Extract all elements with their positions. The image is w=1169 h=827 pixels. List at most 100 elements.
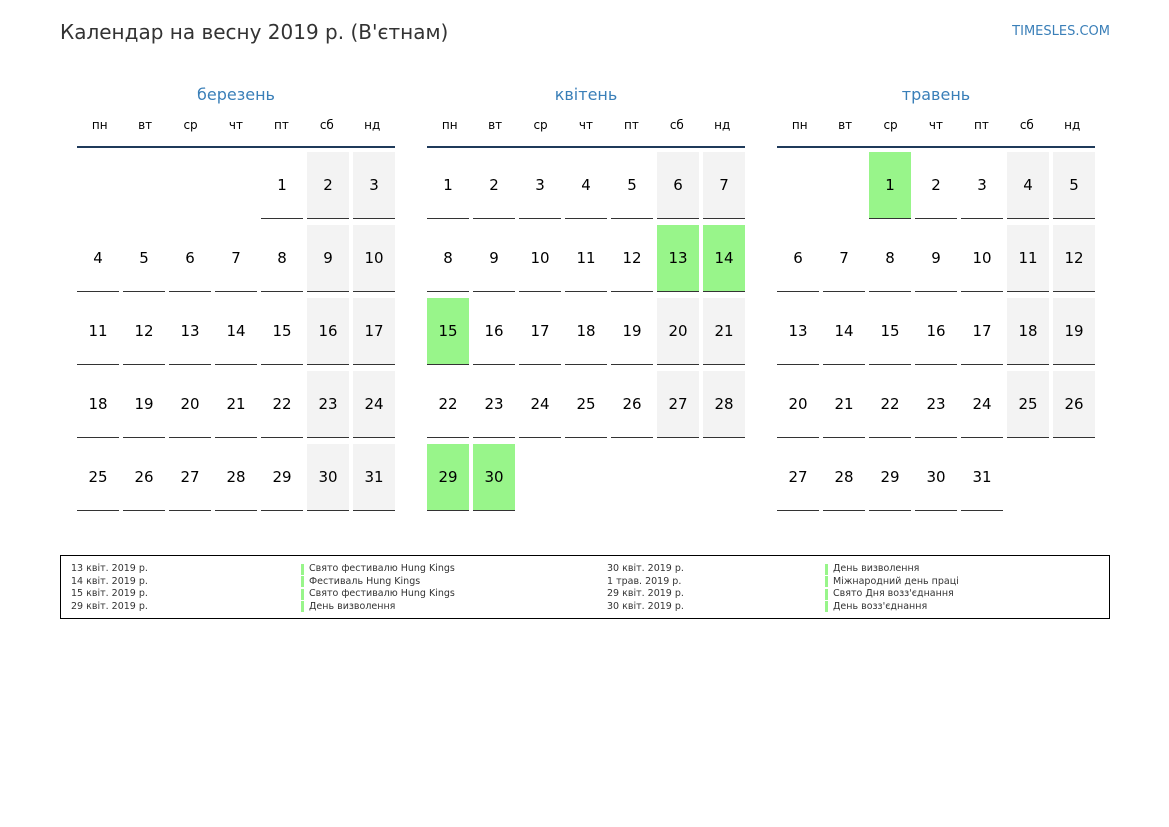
weekday-label: вт — [838, 118, 853, 132]
empty-cell — [77, 152, 119, 218]
day-cell: 18 — [565, 298, 607, 365]
day-grid: 1 2 3 4 5 6 7 8 9 10 11 12 13 14 15 16 17 18 19 20 21 22 23 24 2… — [777, 152, 1095, 511]
day-cell: 4 — [565, 152, 607, 219]
day-cell: 15 — [261, 298, 303, 365]
day-cell: 30 — [915, 444, 957, 511]
legend-dates-right: 30 квіт. 2019 р. 1 трав. 2019 р. 29 квіт… — [607, 563, 684, 613]
legend-holiday-name: Фестиваль Hung Kings — [309, 575, 421, 587]
day-cell: 16 — [307, 298, 349, 365]
day-cell: 8 — [261, 225, 303, 292]
day-cell: 28 — [215, 444, 257, 511]
day-cell: 3 — [353, 152, 395, 219]
legend-holiday-name: Свято Дня возз'єднання — [833, 588, 954, 599]
weekday-header: пн вт ср чт пт сб нд — [777, 116, 1095, 148]
day-cell: 24 — [519, 371, 561, 438]
day-cell: 14 — [823, 298, 865, 365]
day-cell: 12 — [1053, 225, 1095, 292]
holiday-marker-icon — [825, 601, 828, 613]
day-cell: 2 — [915, 152, 957, 219]
day-cell: 9 — [915, 225, 957, 292]
day-cell: 19 — [123, 371, 165, 438]
holiday-day-cell: 1 — [869, 152, 911, 219]
day-cell: 27 — [169, 444, 211, 511]
day-cell: 7 — [215, 225, 257, 292]
day-cell: 9 — [473, 225, 515, 292]
weekday-label: нд — [364, 118, 381, 132]
day-cell: 23 — [307, 371, 349, 438]
day-cell: 7 — [703, 152, 745, 219]
day-cell: 24 — [353, 371, 395, 438]
day-cell: 5 — [123, 225, 165, 292]
weekday-label: пт — [973, 118, 989, 132]
day-cell: 5 — [611, 152, 653, 219]
day-cell: 10 — [961, 225, 1003, 292]
legend-holiday-name: День возз'єднання — [833, 600, 928, 612]
day-cell: 1 — [427, 152, 469, 219]
weekday-label: сб — [1019, 118, 1034, 132]
day-cell: 11 — [565, 225, 607, 292]
day-cell: 20 — [169, 371, 211, 438]
weekday-label: вт — [488, 118, 503, 132]
legend-item: Свято фестивалю Hung Kings — [301, 563, 455, 576]
holiday-day-cell: 13 — [657, 225, 699, 292]
legend-holiday-name: День визволення — [309, 600, 396, 612]
weekday-label: пн — [441, 118, 458, 132]
day-cell: 12 — [123, 298, 165, 365]
weekday-label: пн — [791, 118, 808, 132]
day-cell: 24 — [961, 371, 1003, 438]
holiday-day-cell: 14 — [703, 225, 745, 292]
day-cell: 20 — [777, 371, 819, 438]
legend-holiday-name: Свято фестивалю Hung Kings — [309, 563, 455, 574]
legend-date: 14 квіт. 2019 р. — [71, 575, 148, 587]
legend-date: 29 квіт. 2019 р. — [607, 588, 684, 599]
day-cell: 22 — [261, 371, 303, 438]
empty-cell — [777, 152, 819, 218]
day-cell: 21 — [703, 298, 745, 365]
legend-date: 30 квіт. 2019 р. — [607, 563, 684, 574]
day-cell: 7 — [823, 225, 865, 292]
day-cell: 18 — [1007, 298, 1049, 365]
legend-date: 15 квіт. 2019 р. — [71, 588, 148, 599]
day-cell: 25 — [565, 371, 607, 438]
legend-item: День визволення — [825, 563, 959, 576]
day-cell: 25 — [77, 444, 119, 511]
legend-date: 29 квіт. 2019 р. — [71, 600, 148, 612]
month-name: травень — [901, 85, 971, 104]
weekday-label: чт — [928, 118, 944, 132]
day-cell: 4 — [1007, 152, 1049, 219]
day-cell: 15 — [869, 298, 911, 365]
day-cell: 11 — [77, 298, 119, 365]
day-cell: 17 — [961, 298, 1003, 365]
brand-link[interactable]: TIMESLES.COM — [1012, 24, 1110, 39]
day-grid: 1 2 3 4 5 6 7 8 9 10 11 12 13 14 15 16 17 18 19 20 21 22 23 24 2… — [77, 152, 395, 511]
weekday-label: нд — [714, 118, 731, 132]
holiday-marker-icon — [825, 563, 828, 575]
legend-item: День визволення — [301, 601, 455, 614]
weekday-label: сб — [319, 118, 334, 132]
weekday-header: пн вт ср чт пт сб нд — [77, 116, 395, 148]
weekday-header: пн вт ср чт пт сб нд — [427, 116, 745, 148]
day-cell: 12 — [611, 225, 653, 292]
day-cell: 28 — [823, 444, 865, 511]
day-cell: 23 — [915, 371, 957, 438]
day-cell: 2 — [307, 152, 349, 219]
day-cell: 27 — [777, 444, 819, 511]
day-cell: 23 — [473, 371, 515, 438]
holiday-day-cell: 29 — [427, 444, 469, 511]
weekday-label: сб — [669, 118, 684, 132]
day-cell: 8 — [869, 225, 911, 292]
day-cell: 13 — [169, 298, 211, 365]
day-cell: 6 — [169, 225, 211, 292]
month-name: квітень — [554, 85, 618, 104]
day-cell: 26 — [611, 371, 653, 438]
day-cell: 28 — [703, 371, 745, 438]
weekday-label: ср — [183, 118, 198, 132]
legend-names-left: Свято фестивалю Hung Kings Фестиваль Hun… — [301, 563, 455, 613]
day-cell: 17 — [519, 298, 561, 365]
day-cell: 6 — [657, 152, 699, 219]
day-cell: 5 — [1053, 152, 1095, 219]
day-cell: 17 — [353, 298, 395, 365]
day-cell: 16 — [473, 298, 515, 365]
month-name: березень — [197, 85, 275, 104]
day-cell: 10 — [519, 225, 561, 292]
